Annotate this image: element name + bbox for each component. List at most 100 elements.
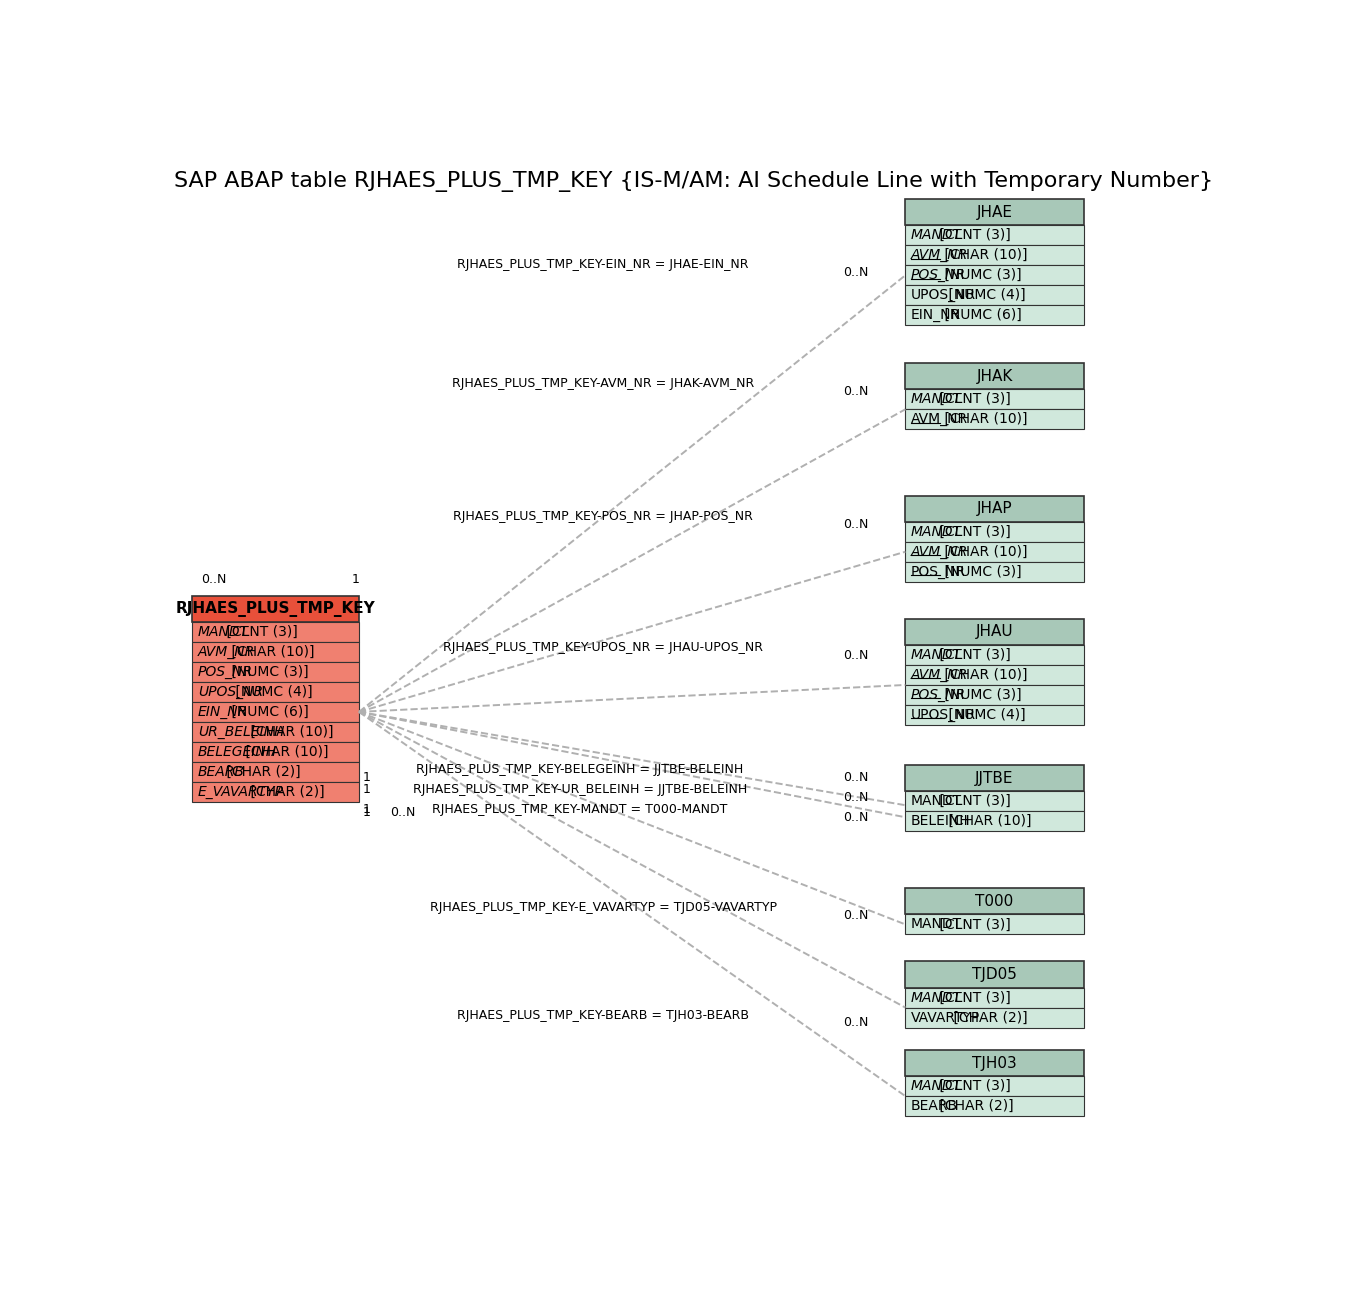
Bar [905,684,1084,705]
Text: 0..N: 0..N [843,265,869,278]
Text: [CLNT (3)]: [CLNT (3)] [935,917,1011,931]
Text: BEARB: BEARB [911,1100,958,1113]
Text: UPOS_NR: UPOS_NR [198,684,262,699]
Text: [CLNT (3)]: [CLNT (3)] [935,648,1011,662]
Text: [CLNT (3)]: [CLNT (3)] [935,525,1011,538]
Text: MANDT: MANDT [911,794,962,808]
Text: 1: 1 [352,573,359,586]
Bar [905,363,1084,389]
Bar [905,389,1084,409]
Text: [CHAR (10)]: [CHAR (10)] [227,645,314,658]
Bar [905,306,1084,325]
Text: [CHAR (2)]: [CHAR (2)] [222,765,300,778]
Bar [905,199,1084,225]
Text: BELEINH: BELEINH [911,814,970,828]
Text: MANDT: MANDT [911,525,962,538]
Text: [NUMC (6)]: [NUMC (6)] [227,705,308,718]
Text: MANDT: MANDT [911,648,962,662]
Text: RJHAES_PLUS_TMP_KEY-POS_NR = JHAP-POS_NR: RJHAES_PLUS_TMP_KEY-POS_NR = JHAP-POS_NR [453,509,754,522]
Text: 0..N: 0..N [843,771,869,784]
Text: [CLNT (3)]: [CLNT (3)] [935,794,1011,808]
Text: SAP ABAP table RJHAES_PLUS_TMP_KEY {IS-M/AM: AI Schedule Line with Temporary Num: SAP ABAP table RJHAES_PLUS_TMP_KEY {IS-M… [173,171,1214,192]
Text: JHAU: JHAU [976,624,1013,640]
Text: [CHAR (10)]: [CHAR (10)] [241,744,329,759]
Bar [905,705,1084,725]
Text: MANDT: MANDT [911,917,962,931]
Text: [CHAR (2)]: [CHAR (2)] [246,785,325,799]
Text: 0..N: 0..N [390,806,415,819]
Text: 0..N: 0..N [843,649,869,662]
Text: 1: 1 [363,806,371,819]
Bar [905,495,1084,521]
Text: EIN_NR: EIN_NR [198,705,248,718]
Text: [CLNT (3)]: [CLNT (3)] [935,392,1011,406]
Bar [905,961,1084,987]
Bar [905,562,1084,581]
Text: 0..N: 0..N [843,385,869,398]
Bar [192,662,359,682]
Text: POS_NR: POS_NR [911,564,966,579]
Text: POS_NR: POS_NR [911,688,966,701]
Text: [NUMC (4)]: [NUMC (4)] [231,684,313,699]
Text: 1: 1 [363,803,371,816]
Text: 1: 1 [363,771,371,784]
Text: RJHAES_PLUS_TMP_KEY-UPOS_NR = JHAU-UPOS_NR: RJHAES_PLUS_TMP_KEY-UPOS_NR = JHAU-UPOS_… [444,641,763,654]
Text: RJHAES_PLUS_TMP_KEY-EIN_NR = JHAE-EIN_NR: RJHAES_PLUS_TMP_KEY-EIN_NR = JHAE-EIN_NR [457,259,748,272]
Text: MANDT: MANDT [911,1079,962,1093]
Text: [CHAR (10)]: [CHAR (10)] [939,248,1027,263]
Text: RJHAES_PLUS_TMP_KEY-BELEGEINH = JJTBE-BELEINH: RJHAES_PLUS_TMP_KEY-BELEGEINH = JJTBE-BE… [417,763,744,776]
Bar [905,285,1084,306]
Text: [NUMC (4)]: [NUMC (4)] [944,289,1026,302]
Text: 0..N: 0..N [843,517,869,530]
Text: [NUMC (3)]: [NUMC (3)] [939,268,1022,282]
Text: MANDT: MANDT [198,624,249,639]
Text: AVM_NR: AVM_NR [911,248,967,263]
Text: MANDT: MANDT [911,392,962,406]
Text: 0..N: 0..N [843,811,869,824]
Bar [192,761,359,782]
Text: 0..N: 0..N [843,791,869,804]
Text: [CHAR (10)]: [CHAR (10)] [944,814,1032,828]
Bar [905,1007,1084,1028]
Text: RJHAES_PLUS_TMP_KEY-BEARB = TJH03-BEARB: RJHAES_PLUS_TMP_KEY-BEARB = TJH03-BEARB [457,1008,750,1021]
Bar [192,682,359,701]
Text: RJHAES_PLUS_TMP_KEY: RJHAES_PLUS_TMP_KEY [176,601,376,616]
Text: 0..N: 0..N [843,1016,869,1029]
Bar [905,619,1084,645]
Text: AVM_NR: AVM_NR [911,413,967,426]
Text: TJH03: TJH03 [971,1055,1017,1071]
Text: RJHAES_PLUS_TMP_KEY-UR_BELEINH = JJTBE-BELEINH: RJHAES_PLUS_TMP_KEY-UR_BELEINH = JJTBE-B… [413,784,747,797]
Text: BELEGEINH: BELEGEINH [198,744,277,759]
Text: RJHAES_PLUS_TMP_KEY-MANDT = T000-MANDT: RJHAES_PLUS_TMP_KEY-MANDT = T000-MANDT [432,803,728,816]
Text: [CHAR (10)]: [CHAR (10)] [939,545,1027,559]
Bar [905,542,1084,562]
Text: E_VAVARTYP: E_VAVARTYP [198,785,284,799]
Bar [192,742,359,761]
Text: [CLNT (3)]: [CLNT (3)] [935,990,1011,1004]
Bar [905,225,1084,246]
Text: [CHAR (10)]: [CHAR (10)] [246,725,333,739]
Bar [905,409,1084,430]
Text: [CLNT (3)]: [CLNT (3)] [222,624,298,639]
Text: T000: T000 [976,893,1013,909]
Bar [905,1050,1084,1076]
Bar [905,246,1084,265]
Text: [CLNT (3)]: [CLNT (3)] [935,1079,1011,1093]
Text: UPOS_NR: UPOS_NR [911,289,976,302]
Text: [CHAR (10)]: [CHAR (10)] [939,413,1027,426]
Bar [905,914,1084,934]
Text: JHAK: JHAK [977,368,1012,384]
Text: POS_NR: POS_NR [198,665,253,679]
Text: VAVARTYP: VAVARTYP [911,1011,980,1025]
Text: 0..N: 0..N [843,909,869,922]
Bar [905,521,1084,542]
Bar [905,791,1084,811]
Text: EIN_NR: EIN_NR [911,308,961,323]
Text: [CHAR (2)]: [CHAR (2)] [950,1011,1028,1025]
Text: JHAP: JHAP [977,502,1012,516]
Text: BEARB: BEARB [198,765,245,778]
Text: POS_NR: POS_NR [911,268,966,282]
Text: MANDT: MANDT [911,990,962,1004]
Text: RJHAES_PLUS_TMP_KEY-AVM_NR = JHAK-AVM_NR: RJHAES_PLUS_TMP_KEY-AVM_NR = JHAK-AVM_NR [452,377,754,390]
Bar [905,811,1084,831]
